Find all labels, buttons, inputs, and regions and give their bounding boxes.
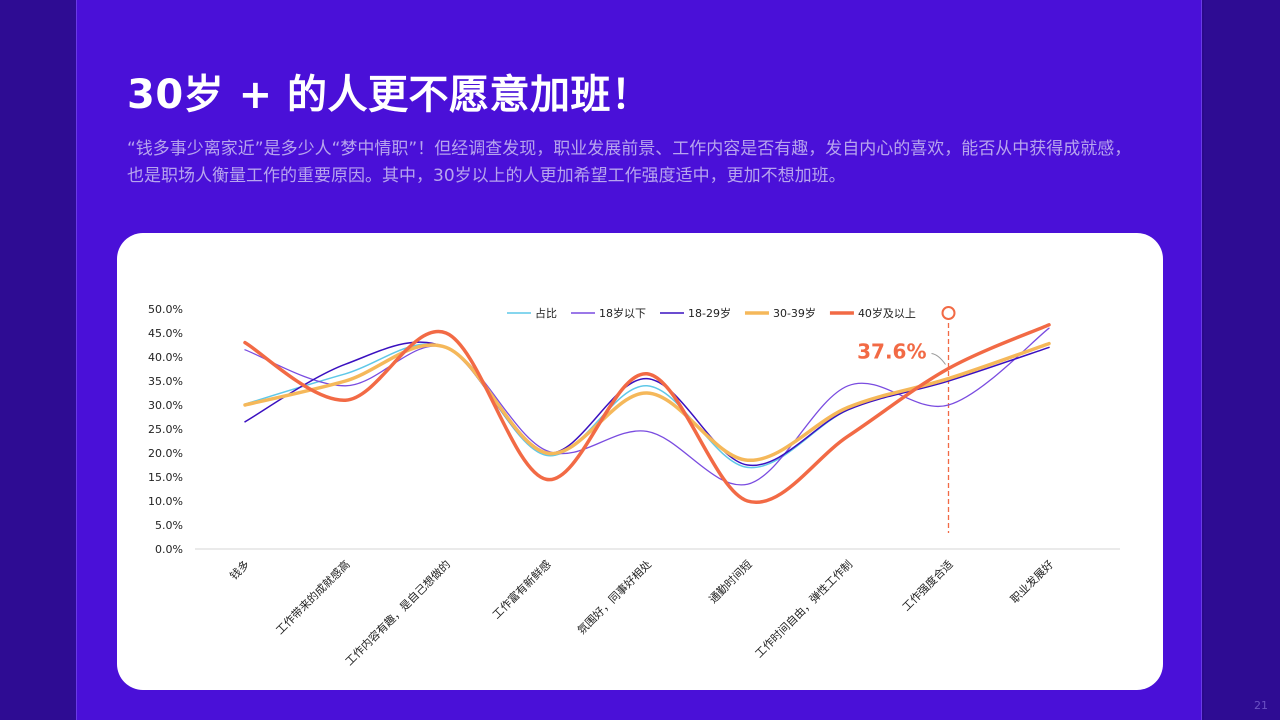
legend-label: 占比 (535, 306, 557, 320)
y-tick-label: 25.0% (148, 423, 183, 436)
y-tick-label: 35.0% (148, 375, 183, 388)
y-tick-label: 10.0% (148, 495, 183, 508)
page-number: 21 (1254, 699, 1268, 712)
x-tick-label: 钱多 (227, 557, 252, 582)
left-margin-panel (0, 0, 76, 720)
y-tick-label: 0.0% (155, 543, 183, 556)
x-tick-label: 工作内容有趣，是自己想做的 (342, 557, 453, 668)
chart-card: 0.0% 5.0% 10.0% 15.0% 20.0% 25.0% 30.0% 35.0% 40… (117, 233, 1163, 690)
legend-label: 30-39岁 (773, 306, 816, 320)
series-line (244, 341, 1050, 467)
slide-description: “钱多事少离家近”是多少人“梦中情职”！但经调查发现，职业发展前景、工作内容是否… (127, 139, 1132, 186)
y-axis: 0.0% 5.0% 10.0% 15.0% 20.0% 25.0% 30.0% 35.0% 40… (148, 303, 1120, 556)
annotation-label: 37.6% (857, 340, 926, 364)
y-tick-label: 5.0% (155, 519, 183, 532)
x-tick-label: 工作时间自由，弹性工作制 (752, 557, 855, 660)
line-chart: 0.0% 5.0% 10.0% 15.0% 20.0% 25.0% 30.0% 35.0% 40… (148, 303, 1120, 668)
x-tick-label: 工作富有新鲜感 (489, 557, 553, 621)
series-lines (243, 323, 1051, 505)
x-tick-label: 工作强度合适 (899, 557, 956, 614)
series-line (243, 341, 1051, 462)
x-tick-label: 工作带来的成就感高 (273, 557, 353, 637)
annotation: 37.6% (857, 306, 956, 533)
x-tick-label: 氛围好，同事好相处 (574, 557, 654, 637)
y-tick-label: 40.0% (148, 351, 183, 364)
series-line (244, 327, 1050, 486)
y-tick-label: 15.0% (148, 471, 183, 484)
legend: 占比 18岁以下 18-29岁 30-39岁 40岁及以上 (507, 306, 916, 320)
legend-label: 18岁以下 (599, 306, 646, 320)
y-tick-label: 50.0% (148, 303, 183, 316)
annotation-leader (931, 353, 946, 365)
y-tick-label: 20.0% (148, 447, 183, 460)
y-tick-label: 45.0% (148, 327, 183, 340)
right-margin-panel (1204, 0, 1280, 720)
legend-label: 18-29岁 (688, 306, 731, 320)
y-tick-label: 30.0% (148, 399, 183, 412)
slide-title: 30岁 + 的人更不愿意加班！ (127, 72, 652, 118)
annotation-marker (941, 306, 956, 320)
x-tick-label: 通勤时间短 (706, 557, 755, 606)
legend-label: 40岁及以上 (858, 306, 916, 320)
x-tick-label: 职业发展好 (1007, 557, 1056, 606)
series-line (243, 323, 1051, 505)
